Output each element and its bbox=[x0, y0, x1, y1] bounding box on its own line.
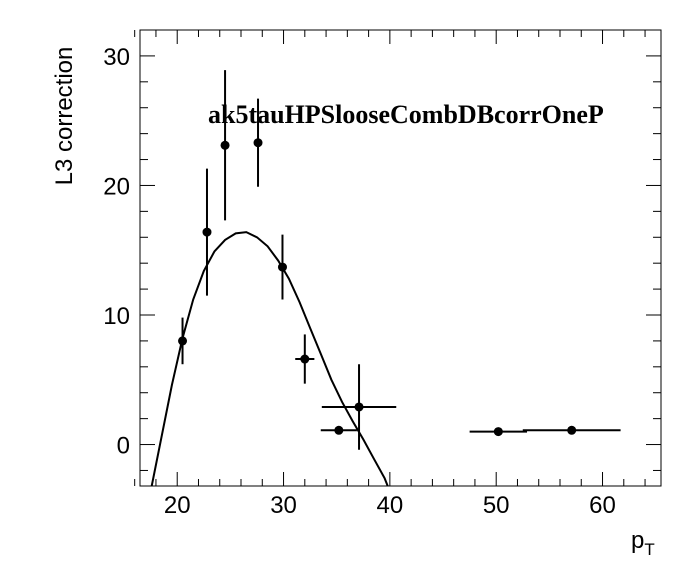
axis-ticks bbox=[134, 29, 661, 486]
data-marker bbox=[567, 425, 577, 435]
data-point bbox=[522, 425, 621, 435]
plot-border bbox=[139, 29, 662, 487]
fit-curve-group bbox=[150, 231, 389, 487]
data-point bbox=[295, 334, 315, 384]
x-tick-label: 20 bbox=[164, 492, 191, 519]
data-point bbox=[321, 364, 397, 450]
data-point bbox=[253, 98, 263, 187]
data-marker bbox=[300, 354, 310, 364]
data-point bbox=[220, 70, 230, 221]
data-marker bbox=[202, 227, 212, 237]
x-tick-label: 50 bbox=[483, 492, 510, 519]
y-axis-title: L3 correction bbox=[51, 47, 78, 186]
y-tick-labels: 0 10 20 30 bbox=[103, 44, 130, 460]
y-tick-label: 0 bbox=[117, 433, 130, 460]
data-marker bbox=[253, 138, 263, 148]
fit-curve bbox=[150, 231, 389, 487]
plot-title: ak5tauHPSlooseCombDBcorrOneP bbox=[208, 100, 604, 129]
x-tick-label: 30 bbox=[270, 492, 297, 519]
y-tick-label: 30 bbox=[103, 44, 130, 71]
data-marker bbox=[493, 427, 503, 437]
y-tick-label: 10 bbox=[103, 303, 130, 330]
x-tick-label: 40 bbox=[377, 492, 404, 519]
data-marker bbox=[354, 402, 364, 412]
data-point bbox=[202, 168, 212, 296]
plot-frame bbox=[139, 29, 662, 487]
data-points-group bbox=[178, 70, 621, 450]
x-axis-title: pT bbox=[631, 527, 655, 559]
y-tick-label: 20 bbox=[103, 173, 130, 200]
x-tick-labels: 20 30 40 50 60 bbox=[164, 492, 616, 519]
data-marker bbox=[220, 140, 230, 150]
data-marker bbox=[334, 425, 344, 435]
x-tick-label: 60 bbox=[589, 492, 616, 519]
x-axis-title-subscript: T bbox=[644, 540, 654, 559]
data-point bbox=[320, 425, 357, 435]
x-axis-title-main: p bbox=[631, 527, 644, 554]
data-point bbox=[469, 427, 528, 437]
data-point bbox=[178, 317, 188, 365]
data-marker bbox=[277, 262, 287, 272]
data-point bbox=[277, 234, 287, 300]
data-marker bbox=[178, 336, 188, 346]
